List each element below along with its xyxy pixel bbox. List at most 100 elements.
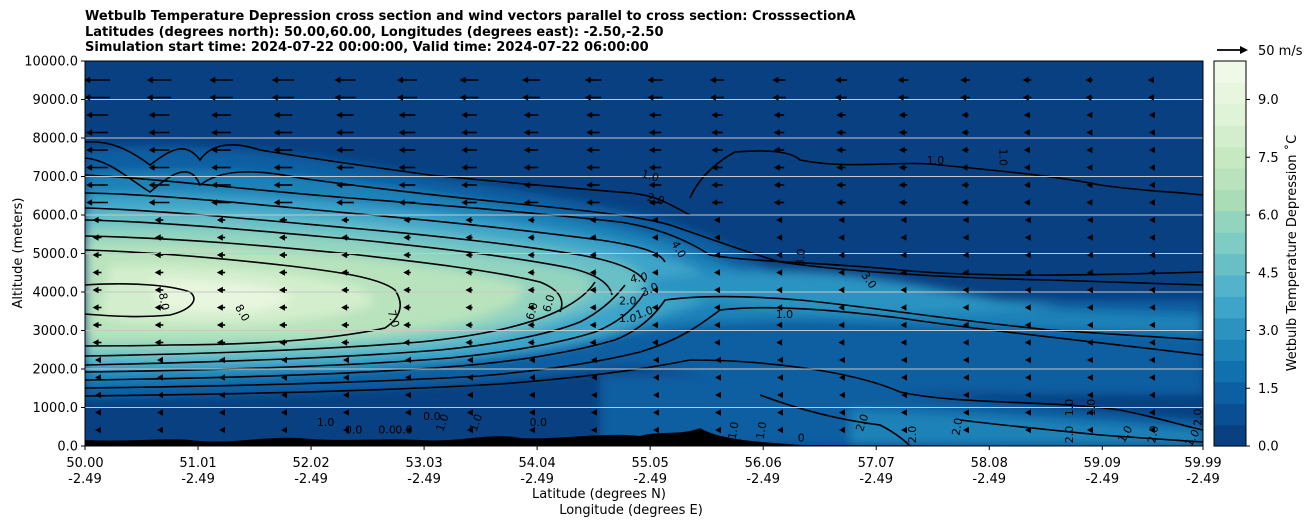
x-tick-label-lon: -2.49: [972, 472, 1006, 487]
wind-vector: [1147, 94, 1155, 101]
contour-line: [85, 174, 1203, 276]
wind-vector: [523, 111, 539, 119]
wind-vector: [648, 164, 662, 171]
x-tick-label-lat: 54.04: [519, 456, 556, 471]
wind-vector: [777, 391, 783, 399]
wind-vector: [529, 374, 535, 381]
contour-label: 0.0: [378, 424, 396, 437]
y-tick-label: 7000.0: [33, 170, 79, 185]
wind-vector: [776, 339, 783, 346]
wind-vector: [584, 94, 602, 101]
wind-vector: [776, 234, 783, 241]
wind-vector: [211, 181, 231, 189]
wind-vector: [898, 164, 908, 171]
x-tick-label-lat: 55.05: [632, 456, 669, 471]
wind-vector: [962, 251, 969, 259]
wind-vector: [1024, 339, 1031, 346]
wind-vector: [1025, 374, 1031, 381]
wind-vector: [522, 94, 540, 101]
wind-vector: [403, 216, 411, 224]
y-tick-label: 0.0: [57, 440, 78, 455]
wind-vector: [278, 269, 288, 276]
wind-vector: [148, 111, 170, 119]
wind-vector: [216, 286, 226, 294]
contour-label: 2.0: [619, 295, 637, 308]
wind-vector: [341, 251, 349, 259]
wind-vector: [148, 129, 170, 136]
wind-vector: [529, 409, 535, 416]
wind-vector: [1087, 374, 1093, 381]
wind-vector: [1086, 146, 1093, 154]
contour-line: [959, 419, 1203, 443]
wind-vector: [216, 304, 226, 311]
wind-vector: [398, 129, 416, 136]
contour-label: 1.0: [634, 304, 655, 322]
wind-vector: [591, 409, 597, 416]
contour-line: [85, 306, 1203, 389]
wind-vector: [591, 374, 597, 381]
wind-vector: [341, 216, 349, 224]
wind-vector: [341, 286, 349, 294]
wind-vector: [901, 426, 907, 434]
wind-vector: [157, 409, 163, 416]
wind-vector: [527, 286, 535, 294]
x-tick-label-lon: -2.49: [746, 472, 780, 487]
contour-label: 2.0: [1063, 426, 1076, 444]
wind-vector: [398, 146, 416, 154]
wind-vector: [835, 94, 847, 101]
quiver-key-arrow-head: [1240, 46, 1248, 54]
x-tick-label-lon: -2.49: [633, 472, 667, 487]
colorbar-band: [1214, 232, 1246, 255]
wind-vector: [209, 94, 233, 101]
wind-vector: [648, 199, 662, 206]
colorbar-band: [1214, 82, 1246, 105]
wind-vector: [777, 374, 783, 381]
colorbar-band: [1214, 360, 1246, 383]
wind-vector: [715, 374, 721, 381]
wind-vector: [336, 146, 354, 154]
y-tick-label: 8000.0: [33, 132, 79, 147]
y-axis: 0.0 1000.0 2000.0 3000.0 4000.0 5000.0 6000.0 7…: [24, 55, 85, 455]
contour-label: 2.0: [949, 417, 965, 436]
wind-vector: [278, 339, 288, 346]
wind-vector: [1023, 111, 1031, 119]
wind-vector: [211, 199, 231, 206]
wind-vector: [714, 339, 721, 346]
wind-vector: [336, 164, 354, 171]
wind-vector: [146, 94, 172, 101]
wind-vector: [273, 129, 293, 136]
contour-label: 2.0: [646, 191, 666, 208]
wind-vector: [396, 94, 418, 101]
wind-vector: [85, 94, 110, 101]
x-tick-label-lon: -2.49: [859, 472, 893, 487]
wind-vector: [776, 251, 783, 259]
wind-vector: [714, 304, 721, 311]
wind-vector: [714, 286, 721, 294]
wind-vector: [773, 129, 785, 136]
wind-vector: [461, 181, 477, 189]
contour-line: [85, 284, 626, 366]
wind-vector: [216, 321, 226, 329]
wind-vector: [405, 374, 411, 381]
contour-label: 3.0: [794, 248, 808, 267]
wind-vector: [1148, 146, 1155, 154]
wind-vector: [589, 251, 597, 259]
x-tick-label-lat: 58.08: [971, 456, 1008, 471]
title-line-3: Simulation start time: 2024-07-22 00:00:…: [85, 40, 649, 55]
wind-vector: [651, 216, 659, 224]
x-tick-label-lon: -2.49: [1186, 472, 1220, 487]
wind-vector: [963, 409, 969, 416]
wind-vector: [529, 356, 535, 364]
wind-vector: [961, 181, 969, 189]
wind-vector: [839, 374, 845, 381]
wind-vector: [897, 94, 909, 101]
wind-vector: [148, 164, 170, 171]
gridlines: [85, 99, 1203, 408]
wind-vector: [1024, 216, 1031, 224]
wind-vector: [523, 129, 539, 136]
wind-vector: [467, 391, 473, 399]
wind-vector: [403, 304, 411, 311]
colorbar-band: [1214, 296, 1246, 319]
wind-vector: [647, 94, 663, 101]
